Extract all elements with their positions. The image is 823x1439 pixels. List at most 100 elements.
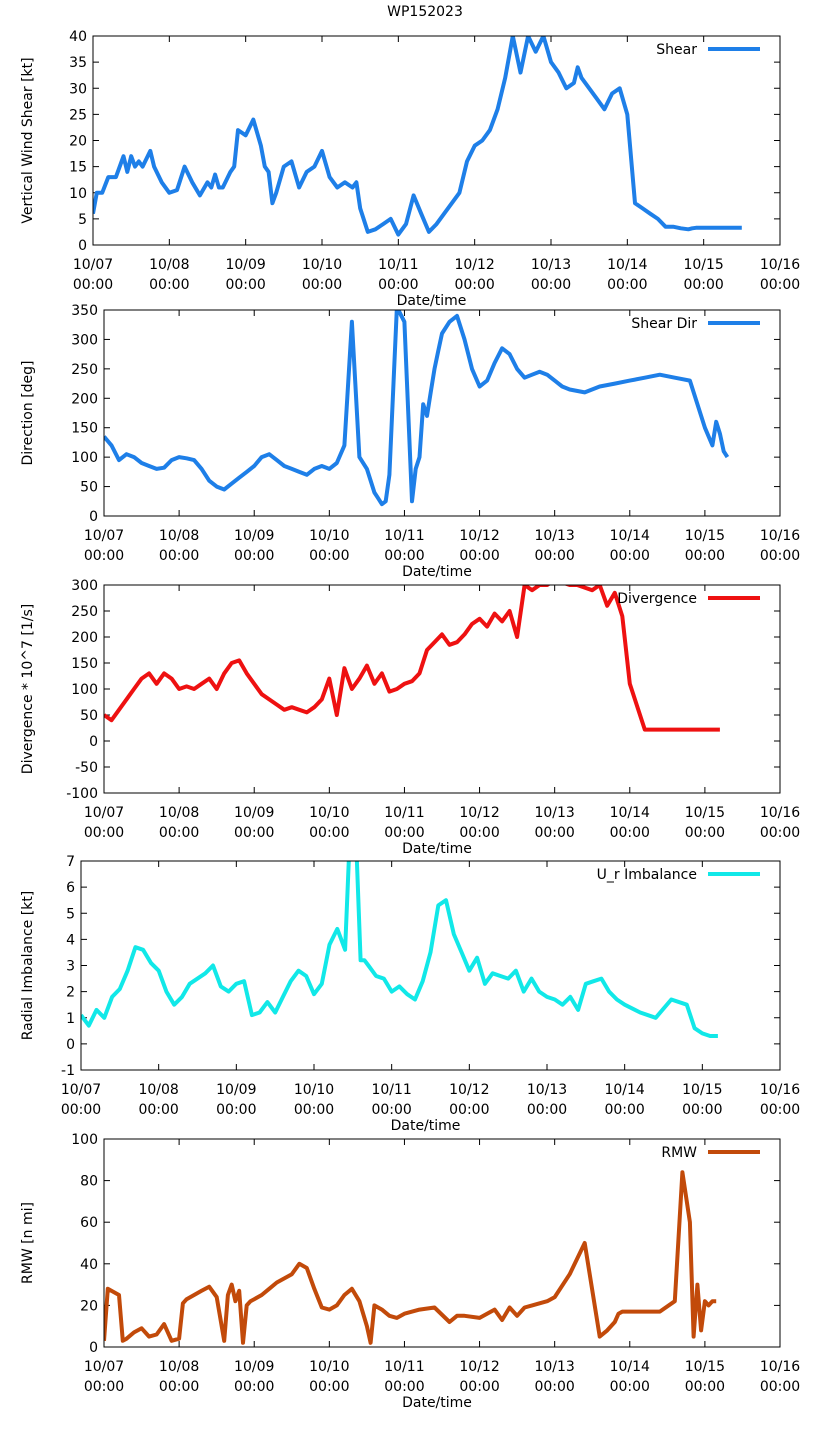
x-tick-label: 00:00 <box>685 548 725 564</box>
x-tick-label: 00:00 <box>302 277 342 293</box>
y-tick-label: 40 <box>69 29 87 45</box>
y-tick-label: 200 <box>71 630 98 646</box>
y-tick-label: 40 <box>80 1257 98 1273</box>
x-tick-label: 10/07 <box>61 1082 101 1098</box>
y-tick-label: 100 <box>71 682 98 698</box>
x-tick-label: 10/07 <box>84 805 124 821</box>
y-axis-label: RMW [n mi] <box>20 1202 36 1284</box>
chart-panel-2: 0 50 100 150 200 250 300 350 10/07 00:00 10/08 00:0… <box>20 303 800 580</box>
y-tick-label: 3 <box>66 959 75 975</box>
y-tick-label: 20 <box>80 1298 98 1314</box>
y-tick-label: 0 <box>89 509 98 525</box>
legend-label: Shear <box>656 42 697 58</box>
x-tick-label: 00:00 <box>449 1102 489 1118</box>
x-tick-label: 10/14 <box>610 805 650 821</box>
x-tick-label: 00:00 <box>371 1102 411 1118</box>
x-tick-label: 10/09 <box>216 1082 256 1098</box>
x-tick-label: 00:00 <box>216 1102 256 1118</box>
x-axis-label: Date/time <box>397 293 467 309</box>
x-tick-label: 00:00 <box>73 277 113 293</box>
y-tick-label: 4 <box>66 932 75 948</box>
x-tick-label: 10/09 <box>234 1359 274 1375</box>
x-tick-label: 10/16 <box>760 257 800 273</box>
x-tick-label: 10/13 <box>531 257 571 273</box>
y-tick-label: 5 <box>66 906 75 922</box>
x-tick-label: 00:00 <box>84 548 124 564</box>
x-tick-label: 00:00 <box>138 1102 178 1118</box>
x-tick-label: 10/10 <box>309 1359 349 1375</box>
chart-panel-3: -100 -50 0 50 100 150 200 250 300 10/07 00:00 10/08… <box>20 578 800 857</box>
y-tick-label: 80 <box>80 1174 98 1190</box>
x-tick-label: 00:00 <box>760 548 800 564</box>
x-tick-label: 00:00 <box>159 548 199 564</box>
y-tick-label: 300 <box>71 578 98 594</box>
x-tick-label: 10/13 <box>534 528 574 544</box>
plot-frame <box>92 35 781 246</box>
x-tick-label: 00:00 <box>294 1102 334 1118</box>
x-tick-label: 00:00 <box>610 1379 650 1395</box>
x-tick-label: 10/15 <box>683 257 723 273</box>
y-axis-label: Direction [deg] <box>20 360 36 465</box>
chart-panel-1: 0 5 10 15 20 25 30 35 40 10/07 00:00 10/08 00:00 10/0… <box>20 29 800 309</box>
x-tick-label: 10/12 <box>449 1082 489 1098</box>
x-tick-label: 10/08 <box>149 257 189 273</box>
x-tick-label: 10/12 <box>459 528 499 544</box>
x-tick-label: 10/11 <box>384 805 424 821</box>
x-tick-label: 10/11 <box>378 257 418 273</box>
y-tick-label: 250 <box>71 604 98 620</box>
x-tick-label: 00:00 <box>384 548 424 564</box>
x-tick-label: 00:00 <box>459 548 499 564</box>
x-tick-label: 10/14 <box>610 528 650 544</box>
y-axis-label: Vertical Wind Shear [kt] <box>20 57 36 223</box>
x-tick-label: 00:00 <box>378 277 418 293</box>
x-tick-label: 10/13 <box>527 1082 567 1098</box>
x-tick-label: 00:00 <box>149 277 189 293</box>
x-tick-label: 00:00 <box>84 825 124 841</box>
y-tick-label: 5 <box>78 212 87 228</box>
x-tick-label: 10/12 <box>459 805 499 821</box>
x-tick-label: 10/09 <box>234 805 274 821</box>
y-tick-label: -100 <box>66 786 98 802</box>
x-tick-label: 00:00 <box>760 277 800 293</box>
plot-frame <box>103 584 781 794</box>
x-tick-label: 10/13 <box>534 1359 574 1375</box>
x-tick-label: 00:00 <box>234 548 274 564</box>
x-tick-label: 10/11 <box>384 528 424 544</box>
y-tick-label: -50 <box>75 760 98 776</box>
y-tick-label: 10 <box>69 186 87 202</box>
x-tick-label: 10/09 <box>225 257 265 273</box>
series-line-rmw <box>104 1170 717 1345</box>
x-axis-label: Date/time <box>402 1395 472 1411</box>
x-tick-label: 10/14 <box>607 257 647 273</box>
x-tick-label: 10/15 <box>685 528 725 544</box>
x-tick-label: 10/09 <box>234 528 274 544</box>
x-tick-label: 00:00 <box>610 825 650 841</box>
x-tick-label: 00:00 <box>459 825 499 841</box>
plot-frame <box>103 1138 781 1348</box>
x-tick-label: 00:00 <box>685 825 725 841</box>
x-tick-label: 00:00 <box>531 277 571 293</box>
legend-label: Shear Dir <box>631 316 697 332</box>
x-tick-label: 10/07 <box>84 1359 124 1375</box>
y-tick-label: 50 <box>80 480 98 496</box>
plot-frame <box>80 860 781 1071</box>
series-line-shear-dir <box>104 310 730 507</box>
legend-label: RMW <box>661 1145 697 1161</box>
y-tick-label: 300 <box>71 332 98 348</box>
x-tick-label: 10/08 <box>159 1359 199 1375</box>
x-tick-label: 10/08 <box>138 1082 178 1098</box>
x-tick-label: 10/10 <box>294 1082 334 1098</box>
y-tick-label: 0 <box>89 1340 98 1356</box>
x-tick-label: 10/11 <box>384 1359 424 1375</box>
figure-title: WP152023 <box>387 4 463 20</box>
x-tick-label: 00:00 <box>61 1102 101 1118</box>
y-tick-label: 100 <box>71 450 98 466</box>
x-tick-label: 10/16 <box>760 1359 800 1375</box>
y-tick-label: 50 <box>80 708 98 724</box>
series-line-shear <box>93 36 742 237</box>
chart-panel-5: 0 20 40 60 80 100 10/07 00:00 10/08 00:00 10/09 00:… <box>20 1132 800 1411</box>
y-tick-label: 30 <box>69 81 87 97</box>
x-tick-label: 10/08 <box>159 805 199 821</box>
y-tick-label: 100 <box>71 1132 98 1148</box>
